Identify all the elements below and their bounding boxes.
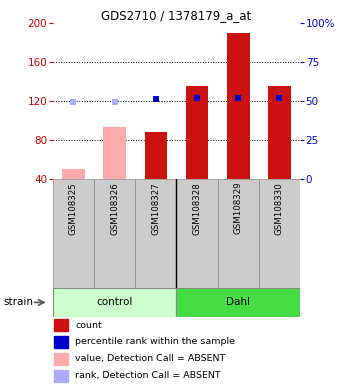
Text: control: control bbox=[97, 297, 133, 308]
Bar bbox=[54, 319, 68, 331]
Bar bbox=[259, 179, 300, 288]
Bar bbox=[145, 132, 167, 179]
Bar bbox=[62, 169, 85, 179]
Bar bbox=[54, 353, 68, 365]
Title: GDS2710 / 1378179_a_at: GDS2710 / 1378179_a_at bbox=[101, 9, 252, 22]
Text: GSM108328: GSM108328 bbox=[193, 182, 202, 235]
Bar bbox=[53, 179, 94, 288]
Bar bbox=[218, 179, 259, 288]
Bar bbox=[135, 179, 177, 288]
Bar bbox=[177, 288, 300, 317]
Text: strain: strain bbox=[3, 297, 33, 308]
Bar bbox=[103, 127, 126, 179]
Text: GSM108329: GSM108329 bbox=[234, 182, 243, 235]
Text: percentile rank within the sample: percentile rank within the sample bbox=[75, 338, 235, 346]
Text: GSM108330: GSM108330 bbox=[275, 182, 284, 235]
Bar bbox=[186, 86, 208, 179]
Bar bbox=[54, 336, 68, 348]
Bar bbox=[177, 179, 218, 288]
Text: GSM108326: GSM108326 bbox=[110, 182, 119, 235]
Bar bbox=[53, 288, 177, 317]
Text: GSM108327: GSM108327 bbox=[151, 182, 160, 235]
Bar bbox=[94, 179, 135, 288]
Text: GSM108325: GSM108325 bbox=[69, 182, 78, 235]
Text: count: count bbox=[75, 321, 102, 330]
Text: value, Detection Call = ABSENT: value, Detection Call = ABSENT bbox=[75, 354, 225, 363]
Bar bbox=[227, 33, 250, 179]
Bar bbox=[54, 369, 68, 382]
Text: Dahl: Dahl bbox=[226, 297, 250, 308]
Bar bbox=[268, 86, 291, 179]
Text: rank, Detection Call = ABSENT: rank, Detection Call = ABSENT bbox=[75, 371, 221, 380]
